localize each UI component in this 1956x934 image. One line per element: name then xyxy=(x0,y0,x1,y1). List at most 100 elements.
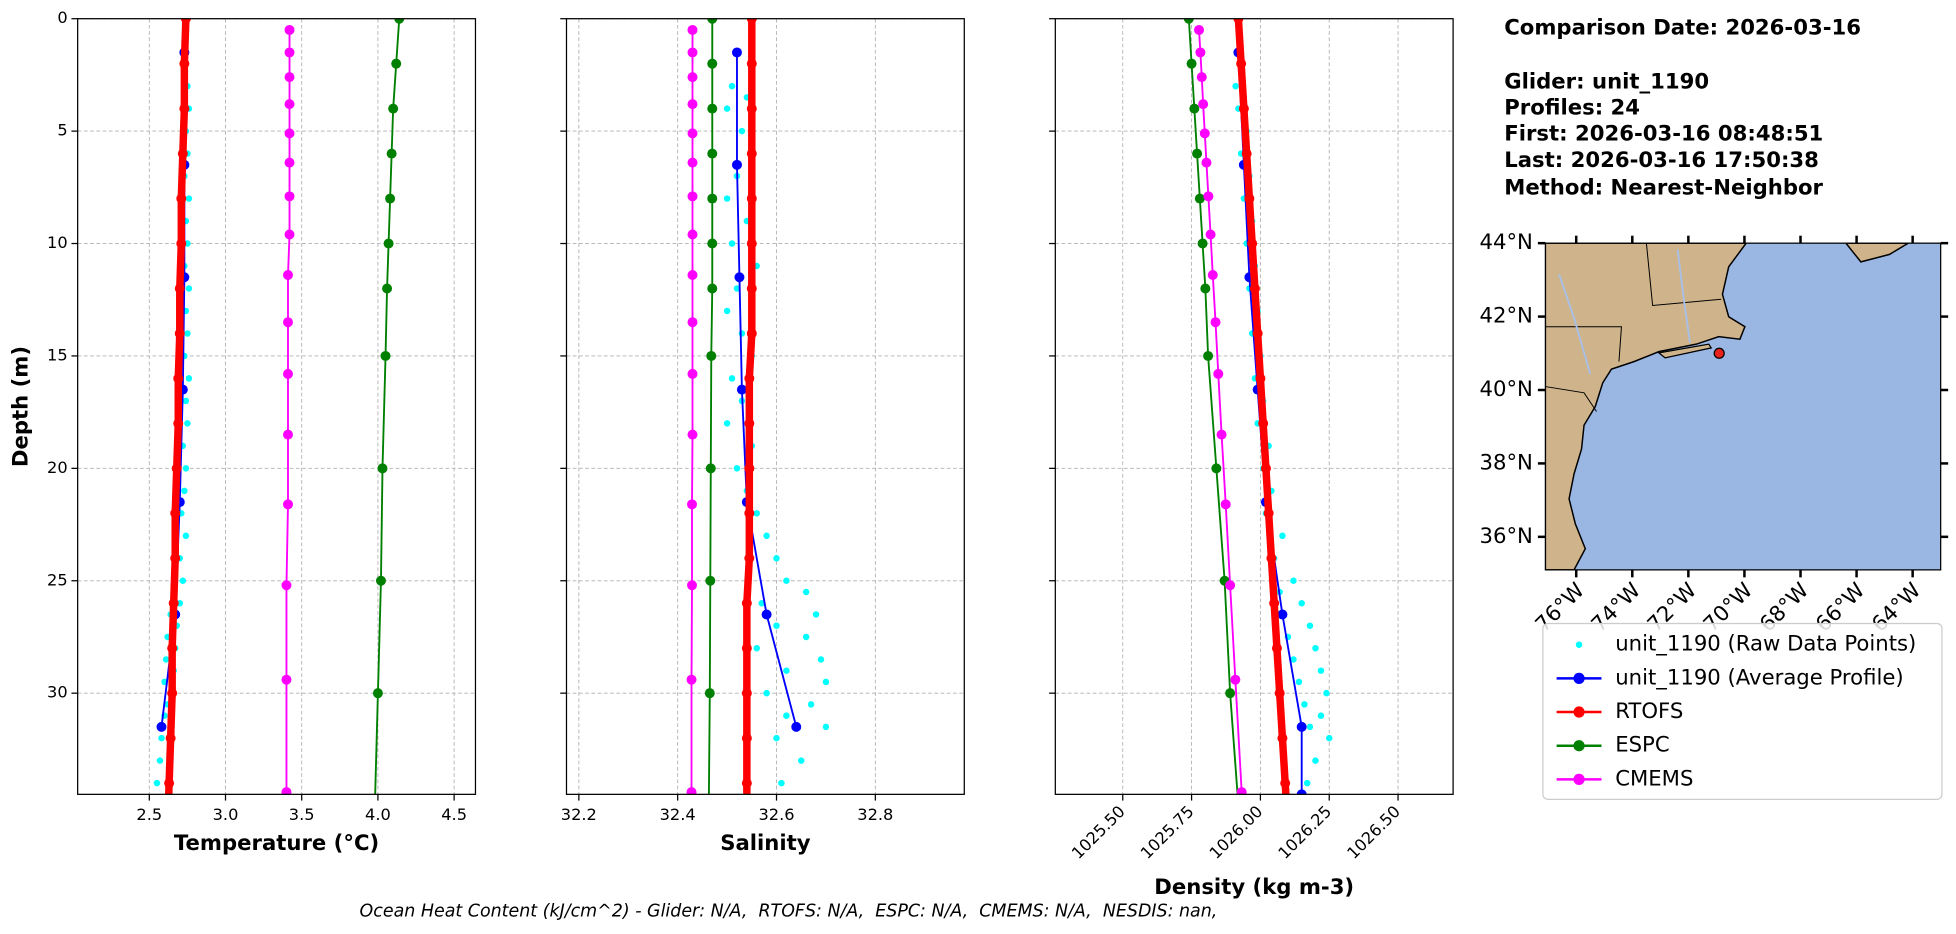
raw-point xyxy=(728,82,736,90)
raw-point xyxy=(1298,599,1305,607)
profile-marker xyxy=(687,99,698,110)
profile-marker xyxy=(731,159,742,170)
profile-marker xyxy=(382,283,393,294)
raw-point xyxy=(763,532,770,540)
profile-marker xyxy=(746,58,757,69)
profile-marker xyxy=(174,328,185,339)
raw-point xyxy=(162,656,170,663)
profile-marker xyxy=(1201,157,1212,168)
raw-point xyxy=(182,532,190,540)
profile-marker xyxy=(383,238,394,249)
profile-marker xyxy=(705,575,716,586)
profile-marker xyxy=(761,609,772,620)
raw-point xyxy=(763,689,770,697)
profile-marker xyxy=(372,688,383,699)
raw-point xyxy=(723,195,731,202)
profile-marker xyxy=(1252,328,1263,339)
profile-marker xyxy=(1249,283,1260,294)
raw-point xyxy=(758,599,765,607)
profile-marker xyxy=(281,580,292,591)
x-tick-label: 1026.50 xyxy=(1343,802,1404,863)
raw-point xyxy=(181,487,188,495)
profile-marker xyxy=(1197,238,1208,249)
raw-point xyxy=(1312,757,1319,764)
legend-swatch xyxy=(1575,641,1583,648)
raw-point xyxy=(812,611,820,618)
profile-marker xyxy=(284,72,295,83)
river xyxy=(1558,274,1592,375)
profile-marker xyxy=(687,368,698,379)
profile-marker xyxy=(156,721,167,732)
profile-marker xyxy=(179,103,190,114)
profile-marker xyxy=(1203,191,1214,202)
raw-point xyxy=(802,588,810,596)
profile-marker xyxy=(1220,499,1231,510)
profile-marker xyxy=(1236,58,1247,69)
profile-marker xyxy=(1194,24,1205,35)
x-tick-label: 32.4 xyxy=(660,805,696,824)
info-line: Glider: unit_1190 xyxy=(1504,68,1709,93)
raw-point xyxy=(723,307,731,315)
profile-line xyxy=(707,18,714,795)
profile-marker xyxy=(170,508,181,519)
raw-point xyxy=(1317,667,1325,674)
profile-marker xyxy=(1211,463,1222,474)
profile-marker xyxy=(1196,72,1207,83)
profile-marker xyxy=(1247,238,1258,249)
profile-marker xyxy=(744,373,755,384)
profile-marker xyxy=(1269,598,1280,609)
profile-marker xyxy=(1236,787,1247,795)
x-tick-label: 1025.75 xyxy=(1137,802,1198,863)
profile-marker xyxy=(746,103,757,114)
glider-position xyxy=(1713,347,1725,359)
profile-marker xyxy=(179,58,190,69)
profile-marker xyxy=(1207,270,1218,280)
profile-marker xyxy=(1296,789,1307,795)
profile-marker xyxy=(1277,733,1288,744)
profile-marker xyxy=(746,18,757,24)
profile-marker xyxy=(170,553,181,564)
raw-point xyxy=(728,240,736,247)
raw-point xyxy=(728,375,736,382)
profile-marker xyxy=(165,733,176,744)
profile-marker xyxy=(283,499,293,510)
profile-marker xyxy=(687,270,698,280)
x-axis-label: Temperature (°C) xyxy=(174,830,379,855)
border xyxy=(1545,386,1597,412)
profile-marker xyxy=(1195,47,1206,58)
profile-marker xyxy=(377,463,388,474)
profile-marker xyxy=(686,674,697,685)
x-tick-label: 1025.50 xyxy=(1068,802,1129,863)
profile-marker xyxy=(281,674,292,685)
profile-marker xyxy=(1258,418,1269,429)
raw-point xyxy=(153,779,161,787)
raw-point xyxy=(733,285,741,292)
y-tick-label: 5 xyxy=(57,121,67,140)
profile-marker xyxy=(1280,778,1291,789)
raw-point xyxy=(822,723,830,731)
profile-marker xyxy=(1194,193,1205,204)
profile-marker xyxy=(741,643,752,654)
profile-marker xyxy=(284,128,295,139)
profile-marker xyxy=(1205,229,1216,240)
x-tick-label: 1026.00 xyxy=(1206,802,1267,863)
legend-swatch xyxy=(1573,740,1585,752)
profile-marker xyxy=(281,787,292,795)
profile-marker xyxy=(687,429,698,440)
profile-marker xyxy=(741,598,752,609)
profile-marker xyxy=(1277,609,1288,620)
profile-marker xyxy=(687,47,698,58)
border xyxy=(1545,326,1622,362)
profile-marker xyxy=(687,72,698,83)
profile-marker xyxy=(1230,674,1241,685)
profile-marker xyxy=(705,463,716,474)
profile-marker xyxy=(687,580,697,591)
profile-marker xyxy=(173,418,184,429)
legend: unit_1190 (Raw Data Points) unit_1190 (Av… xyxy=(1556,631,1916,790)
profile-marker xyxy=(744,463,755,474)
profile-marker xyxy=(1266,553,1277,564)
raw-point xyxy=(773,555,780,562)
y-tick-label: 15 xyxy=(47,345,68,364)
y-tick-label: 30 xyxy=(47,683,68,702)
